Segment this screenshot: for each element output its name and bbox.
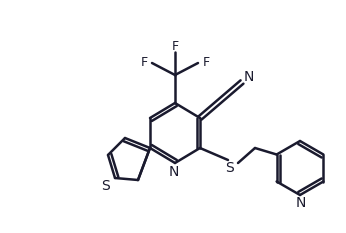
Text: N: N (244, 70, 254, 84)
Text: S: S (226, 161, 234, 175)
Text: N: N (296, 196, 306, 210)
Text: F: F (171, 40, 179, 52)
Text: F: F (202, 56, 210, 69)
Text: N: N (169, 165, 179, 179)
Text: S: S (102, 179, 110, 193)
Text: F: F (140, 56, 147, 69)
